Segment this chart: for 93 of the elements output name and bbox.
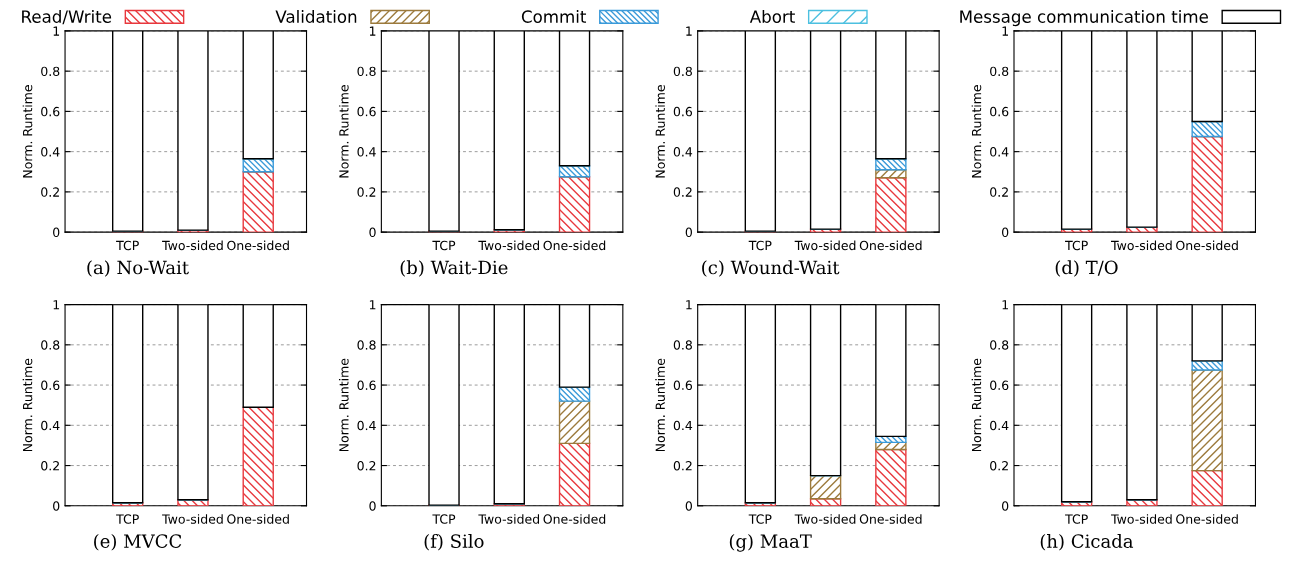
y-tick-label: 0.4	[357, 420, 376, 431]
y-tick-label: 0.2	[357, 187, 376, 197]
y-tick-label: 0.4	[990, 420, 1009, 431]
text: (c) Wound-Wait	[702, 260, 840, 277]
x-tick-label: TCP	[116, 514, 139, 524]
y-tick-label: 0.2	[673, 187, 692, 197]
y-axis-title: Norm. Runtime	[655, 358, 665, 452]
x-tick-label: TCP	[116, 240, 139, 251]
y-tick-label: 1	[53, 300, 60, 310]
y-tick-label: 1	[686, 300, 692, 310]
y-tick-label: 0.2	[41, 187, 59, 197]
y-tick-label: 0.8	[673, 340, 692, 350]
y-axis-title: Norm. Runtime	[338, 358, 349, 452]
x-tick-label: TCP	[748, 240, 772, 251]
y-axis-title: Norm. Runtime	[338, 85, 349, 178]
x-tick-label: One-sided	[227, 514, 289, 524]
y-axis-title: Norm. Runtime	[22, 85, 33, 178]
y-tick-label: 0.4	[673, 147, 693, 157]
y-tick-label: 0.4	[41, 147, 60, 157]
y-tick-label: 1	[369, 300, 376, 310]
x-tick-label: One-sided	[543, 240, 606, 251]
y-tick-label: 0	[685, 227, 692, 238]
y-tick-label: 0.2	[990, 461, 1008, 471]
y-axis-title: Norm. Runtime	[655, 85, 665, 178]
x-tick-label: TCP	[1065, 240, 1088, 251]
y-axis-title: Norm. Runtime	[22, 358, 33, 452]
y-tick-label: 0.4	[357, 147, 376, 157]
y-tick-label: 0.2	[41, 461, 59, 471]
y-tick-label: 0.8	[990, 340, 1009, 350]
x-tick-label: One-sided	[1176, 514, 1238, 524]
legend-label: Message communication time	[960, 10, 1208, 27]
y-tick-label: 1	[1002, 26, 1008, 36]
y-tick-label: 0.6	[357, 106, 376, 117]
y-tick-label: 0.6	[41, 106, 60, 117]
y-tick-label: 0.4	[41, 420, 60, 431]
x-tick-label: One-sided	[1176, 240, 1238, 251]
x-tick-label: Two-sided	[1111, 514, 1172, 524]
y-tick-label: 0.2	[990, 187, 1008, 197]
y-tick-label: 0.6	[990, 106, 1009, 117]
text: (a) No-Wait	[87, 260, 189, 277]
y-tick-label: 0	[369, 501, 376, 511]
x-tick-label: TCP	[432, 240, 456, 251]
x-tick-label: One-sided	[859, 514, 922, 524]
x-tick-label: One-sided	[227, 240, 289, 251]
legend-label: Validation	[275, 10, 357, 23]
y-tick-label: 0.8	[41, 340, 60, 350]
y-tick-label: 0.2	[673, 461, 692, 471]
y-tick-label: 0	[1002, 227, 1009, 238]
x-tick-label: One-sided	[543, 514, 606, 524]
y-tick-label: 1	[1002, 300, 1008, 310]
y-tick-label: 0	[53, 501, 60, 511]
x-tick-label: Two-sided	[162, 514, 223, 524]
x-tick-label: Two-sided	[478, 514, 540, 524]
y-tick-label: 0.6	[673, 380, 693, 390]
text: (h) Cicada	[1040, 533, 1134, 551]
y-tick-label: 1	[369, 26, 376, 36]
y-tick-label: 0.6	[673, 106, 693, 117]
legend-label: Read/Write	[22, 10, 112, 25]
y-tick-label: 0.6	[990, 380, 1009, 390]
x-tick-label: TCP	[1065, 514, 1088, 524]
y-tick-label: 0.6	[41, 380, 60, 390]
y-tick-label: 0.4	[673, 420, 693, 431]
y-tick-label: 1	[686, 26, 692, 36]
x-tick-label: Two-sided	[794, 240, 856, 251]
text: (d) T/O	[1055, 260, 1118, 277]
text: (e) MVCC	[94, 533, 182, 551]
y-tick-label: 0.8	[990, 66, 1009, 77]
text: Abort	[749, 10, 795, 23]
legend-label: Commit	[521, 10, 587, 23]
y-tick-label: 0.6	[357, 380, 376, 390]
x-tick-label: One-sided	[859, 240, 922, 251]
y-tick-label: 1	[53, 26, 60, 36]
y-tick-label: 0	[1002, 501, 1009, 511]
y-tick-label: 0	[685, 501, 692, 511]
x-tick-label: TCP	[432, 514, 456, 524]
y-tick-label: 0	[53, 227, 60, 238]
y-tick-label: 0.8	[357, 340, 376, 350]
y-tick-label: 0	[369, 227, 376, 238]
y-tick-label: 0.8	[357, 66, 376, 77]
y-tick-label: 0.4	[990, 147, 1009, 157]
text: (b) Wait-Die	[400, 260, 508, 277]
x-tick-label: Two-sided	[1111, 240, 1172, 251]
y-tick-label: 0.8	[673, 66, 692, 77]
y-axis-title: Norm. Runtime	[971, 85, 982, 178]
x-tick-label: Two-sided	[794, 514, 856, 524]
y-axis-title: Norm. Runtime	[971, 358, 982, 452]
y-tick-label: 0.2	[357, 461, 376, 471]
x-tick-label: TCP	[748, 514, 772, 524]
text: (f) Silo	[424, 533, 484, 551]
x-tick-label: Two-sided	[478, 240, 540, 251]
y-tick-label: 0.8	[41, 66, 60, 77]
x-tick-label: Two-sided	[162, 240, 223, 251]
text: (g) MaaT	[729, 533, 812, 552]
